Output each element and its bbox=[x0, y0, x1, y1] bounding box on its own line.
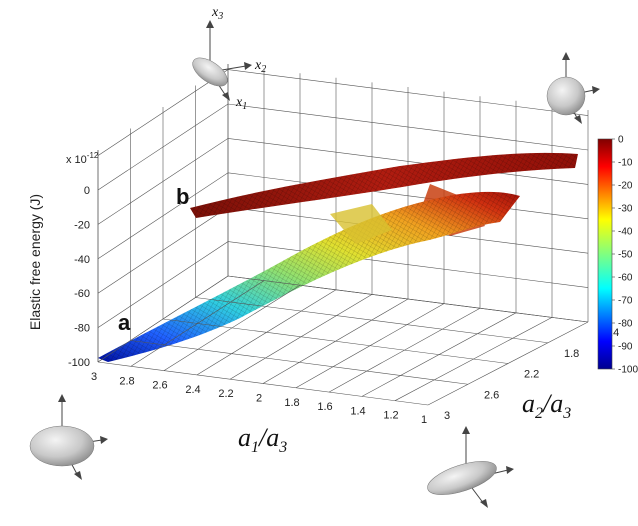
prolate-ellipsoid-icon bbox=[427, 461, 497, 495]
grid-line bbox=[97, 361, 429, 406]
y-tick-labels: 32.62.21.81.4 bbox=[444, 327, 619, 422]
z-tick-label: -60 bbox=[74, 288, 90, 300]
grid-line bbox=[97, 241, 589, 328]
colorbar-tick-label: -20 bbox=[618, 181, 633, 192]
x-tick-labels: 3 2.8 2.6 2.4 2.2 2 1.8 1.6 1.4 1.2 1 bbox=[91, 371, 427, 426]
grid-line bbox=[162, 318, 509, 364]
grid-line bbox=[195, 297, 549, 344]
curve-label-b: b bbox=[176, 184, 189, 209]
oblate-ellipsoid-icon bbox=[29, 425, 95, 467]
z-tick-label: 0 bbox=[84, 185, 90, 197]
floor-grid bbox=[97, 275, 589, 406]
x-tick-label: 2.8 bbox=[119, 375, 134, 387]
x-tick-label: 2.4 bbox=[185, 384, 200, 396]
x-axis-label: a1/a3 bbox=[238, 423, 287, 456]
grid-line bbox=[97, 275, 589, 363]
colorbar-tick-label: -60 bbox=[618, 273, 633, 284]
z-multiplier: x 10-12 bbox=[66, 151, 99, 166]
z-tick-label: -40 bbox=[74, 254, 90, 266]
z-tick-labels: 0 -20 -40 -60 -80 -100 bbox=[68, 185, 90, 369]
colorbar-tick-label: -80 bbox=[618, 319, 633, 330]
axis-x1-label: x1 bbox=[235, 95, 247, 112]
z-axis-label: Elastic free energy (J) bbox=[27, 194, 43, 330]
x-tick-label: 2.2 bbox=[218, 388, 233, 400]
colorbar-tick-label: -50 bbox=[618, 250, 633, 261]
colorbar-tick-label: -90 bbox=[618, 342, 633, 353]
x-tick-label: 2 bbox=[256, 393, 262, 405]
colorbar: 0 -10 -20 -30 -40 -50 -60 -70 -80 -90 -100 bbox=[597, 135, 638, 376]
z-tick-label: -100 bbox=[68, 357, 90, 369]
y-tick-label: 3 bbox=[444, 410, 450, 422]
colorbar-tick-labels: 0 -10 -20 -30 -40 -50 -60 -70 -80 -90 -100 bbox=[612, 135, 638, 376]
y-tick-label: 1.8 bbox=[564, 348, 579, 360]
y-axis-label: a2/a3 bbox=[522, 389, 571, 422]
colorbar-gradient bbox=[597, 138, 613, 370]
colorbar-tick-label: -30 bbox=[618, 204, 633, 215]
grid-line bbox=[227, 275, 589, 323]
x-tick-label: 3 bbox=[91, 371, 97, 383]
colorbar-tick-label: 0 bbox=[618, 135, 624, 146]
colorbar-tick-label: -10 bbox=[618, 158, 633, 169]
z-tick-label: -20 bbox=[74, 219, 90, 231]
axis-x3-label: x3 bbox=[211, 5, 223, 22]
x-tick-label: 1.2 bbox=[383, 410, 398, 422]
z-tick-label: -80 bbox=[74, 323, 90, 335]
x-tick-label: 1.6 bbox=[317, 401, 332, 413]
ellipsoid-icon bbox=[192, 57, 228, 87]
grid-line bbox=[97, 69, 589, 156]
x-tick-label: 1.8 bbox=[284, 397, 299, 409]
axes-triad-inset: x3 x2 x1 bbox=[192, 5, 266, 112]
prolate-inset bbox=[427, 426, 514, 508]
colorbar-tick-label: -70 bbox=[618, 296, 633, 307]
x-tick-label: 1.4 bbox=[350, 405, 365, 417]
x-tick-label: 1 bbox=[421, 414, 427, 426]
axis-x2-label: x2 bbox=[254, 58, 266, 75]
sphere-inset bbox=[546, 52, 600, 124]
colorbar-tick-label: -100 bbox=[618, 365, 638, 376]
x-tick-label: 2.6 bbox=[152, 380, 167, 392]
y-tick-label: 2.6 bbox=[484, 389, 499, 401]
grid-line bbox=[97, 103, 589, 191]
curve-label-a: a bbox=[118, 310, 131, 335]
colorbar-tick-label: -40 bbox=[618, 227, 633, 238]
grid-line bbox=[130, 340, 469, 385]
y-tick-label: 2.2 bbox=[524, 369, 539, 381]
sphere-icon bbox=[546, 76, 586, 116]
oblate-inset bbox=[29, 394, 108, 480]
